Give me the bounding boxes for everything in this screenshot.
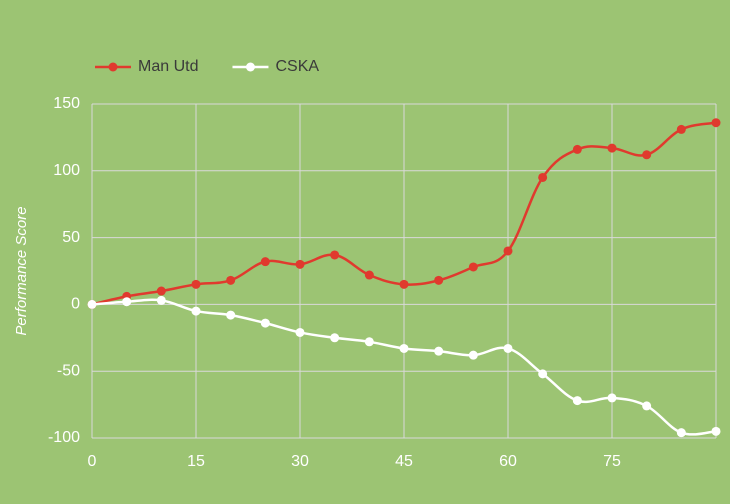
y-tick-label: 0	[71, 296, 80, 313]
data-point	[434, 346, 444, 356]
data-point	[330, 250, 340, 260]
data-point	[572, 144, 582, 154]
x-tick-label: 60	[499, 453, 517, 470]
y-tick-label: -50	[57, 362, 80, 379]
data-point	[711, 118, 721, 128]
data-point	[607, 143, 617, 153]
legend-label: Man Utd	[138, 58, 198, 75]
x-tick-label: 45	[395, 453, 413, 470]
x-tick-label: 75	[603, 453, 621, 470]
data-point	[191, 306, 201, 316]
y-tick-label: 50	[62, 229, 80, 246]
data-point	[468, 350, 478, 360]
data-point	[226, 310, 236, 320]
data-point	[156, 295, 166, 305]
data-point	[607, 393, 617, 403]
data-point	[538, 172, 548, 182]
data-point	[676, 124, 686, 134]
data-point	[572, 396, 582, 406]
y-axis-title: Performance Score	[13, 206, 30, 335]
x-tick-label: 30	[291, 453, 309, 470]
x-tick-label: 0	[88, 453, 97, 470]
data-point	[295, 259, 305, 269]
data-point	[364, 337, 374, 347]
data-point	[156, 286, 166, 296]
y-tick-label: 150	[53, 95, 80, 112]
y-tick-label: 100	[53, 162, 80, 179]
data-point	[434, 275, 444, 285]
data-point	[399, 343, 409, 353]
data-point	[364, 270, 374, 280]
data-point	[503, 246, 513, 256]
data-point	[468, 262, 478, 272]
legend-label: CSKA	[275, 58, 319, 75]
data-point	[676, 428, 686, 438]
grid: -100 -50 0 50 100 150 0 15 30 45 60 75	[48, 95, 717, 470]
data-point	[260, 257, 270, 267]
data-point	[295, 327, 305, 337]
data-point	[642, 401, 652, 411]
data-point	[503, 343, 513, 353]
legend: Man Utd CSKA	[95, 58, 319, 75]
data-point	[538, 369, 548, 379]
data-point	[711, 426, 721, 436]
data-point	[191, 279, 201, 289]
y-tick-label: -100	[48, 429, 80, 446]
data-point	[226, 275, 236, 285]
x-tick-label: 15	[187, 453, 205, 470]
legend-swatch-marker	[245, 62, 255, 72]
data-point	[642, 150, 652, 160]
data-point	[87, 299, 97, 309]
legend-swatch-marker	[108, 62, 118, 72]
plot-area	[87, 118, 721, 438]
data-point	[122, 297, 132, 307]
data-point	[330, 333, 340, 343]
data-point	[399, 279, 409, 289]
data-point	[260, 318, 270, 328]
